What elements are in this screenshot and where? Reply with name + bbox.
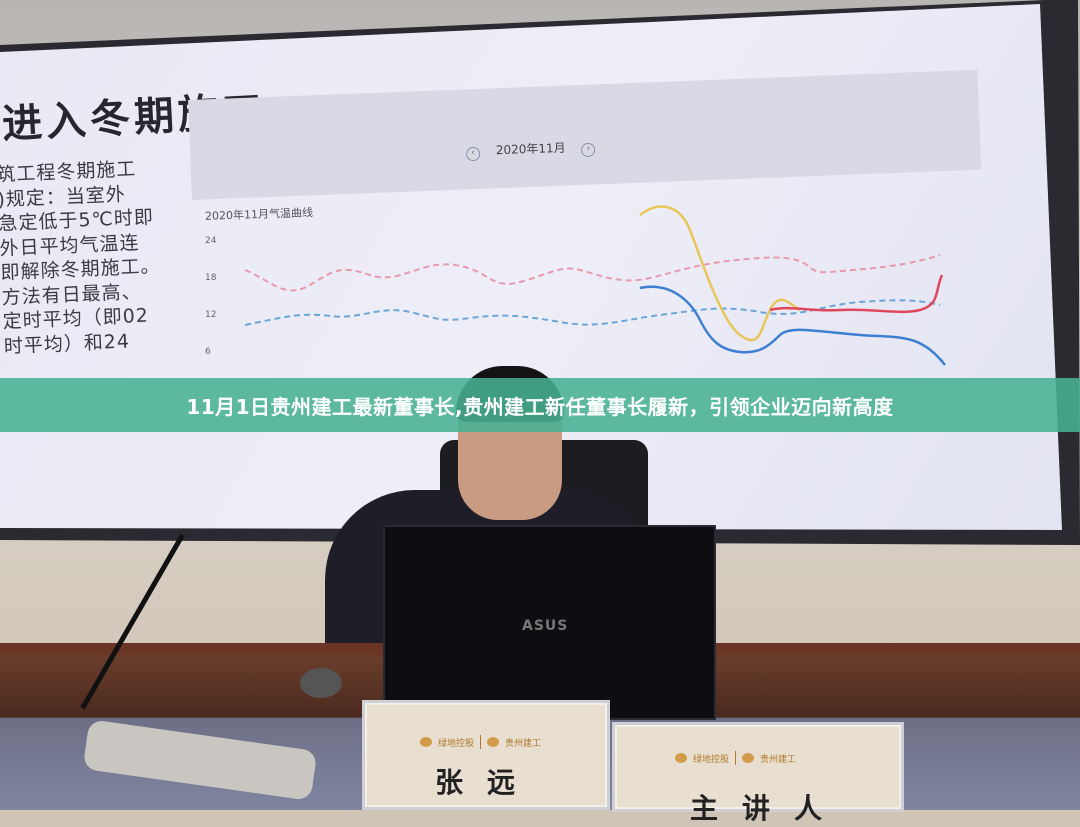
card-name: 主讲人: [690, 792, 847, 825]
greenland-logo-icon: [420, 737, 432, 747]
y-tick: 12: [205, 310, 217, 320]
logo-divider: [480, 735, 482, 749]
pink-dashed-line: [244, 254, 941, 292]
logo-left-text: 绿地控股: [693, 754, 730, 765]
y-tick: 6: [205, 347, 211, 357]
laptop-brand-logo: ASUS: [522, 618, 569, 634]
y-tick: 24: [205, 236, 217, 246]
temperature-chart: [244, 205, 946, 366]
computer-mouse: [300, 668, 342, 698]
gzjg-logo-icon: [742, 753, 755, 763]
caption-banner: 11月1日贵州建工最新董事长,贵州建工新任董事长履新，引领企业迈向新高度: [0, 378, 1080, 432]
yellow-line: [639, 205, 801, 342]
logo-right-text: 贵州建工: [505, 738, 542, 749]
blue-dashed-line: [244, 299, 941, 326]
red-line: [769, 274, 944, 314]
card-logos: 绿地控股 贵州建工: [420, 735, 541, 749]
gzjg-logo-icon: [487, 737, 500, 747]
card-logos: 绿地控股 贵州建工: [675, 751, 796, 765]
logo-divider: [735, 751, 737, 765]
caption-text: 11月1日贵州建工最新董事长,贵州建工新任董事长履新，引领企业迈向新高度: [186, 394, 894, 419]
greenland-logo-icon: [675, 753, 687, 763]
dark-blue-line: [639, 285, 946, 366]
y-tick: 18: [205, 273, 217, 283]
name-card: 绿地控股 贵州建工 张远: [362, 700, 610, 810]
logo-right-text: 贵州建工: [760, 754, 797, 765]
logo-left-text: 绿地控股: [438, 738, 475, 749]
laptop: [383, 525, 716, 720]
card-name: 张远: [435, 766, 540, 799]
name-card: 绿地控股 贵州建工 主讲人: [612, 722, 904, 825]
